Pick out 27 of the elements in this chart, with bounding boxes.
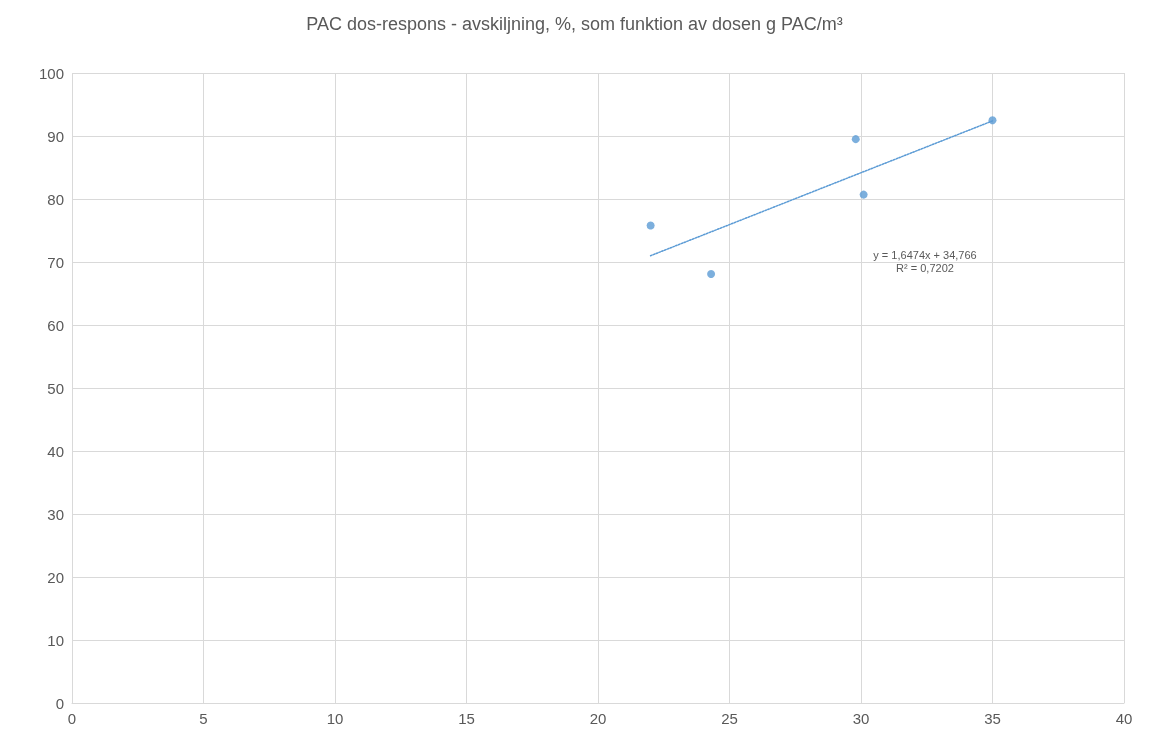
- y-tick-label: 20: [47, 568, 64, 586]
- x-tick-label: 15: [458, 710, 475, 727]
- point: [859, 190, 868, 199]
- y-tick-label: 30: [47, 505, 64, 523]
- point: [646, 221, 655, 230]
- x-tick-label: 20: [589, 710, 607, 727]
- y-tick-label: 50: [47, 379, 64, 397]
- y-tick-label: 10: [47, 631, 64, 649]
- x-tick-label: 5: [199, 710, 208, 727]
- point: [707, 269, 716, 278]
- y-tick-label: 100: [38, 64, 64, 82]
- x-tick-label: 35: [984, 710, 1001, 727]
- chart-title: PAC dos-respons - avskiljning, %, som funktion av dosen g PAC/m³: [306, 14, 843, 34]
- point: [851, 135, 860, 144]
- x-tick-label: 25: [721, 710, 738, 727]
- y-tick-label: 90: [47, 127, 64, 145]
- annotation: y = 1,6474x + 34,766: [873, 249, 977, 261]
- x-tick-label: 0: [67, 710, 77, 727]
- annotation: R² = 0,7202: [896, 262, 954, 274]
- y-tick-label: 80: [47, 190, 64, 208]
- y-tick-label: 40: [47, 442, 64, 460]
- x-tick-label: 40: [1115, 710, 1133, 727]
- x-tick-label: 10: [326, 710, 344, 727]
- y-tick-label: 70: [47, 253, 64, 271]
- y-tick-label: 60: [47, 316, 64, 334]
- x-tick-label: 30: [852, 710, 870, 727]
- y-tick-label: 0: [55, 694, 64, 712]
